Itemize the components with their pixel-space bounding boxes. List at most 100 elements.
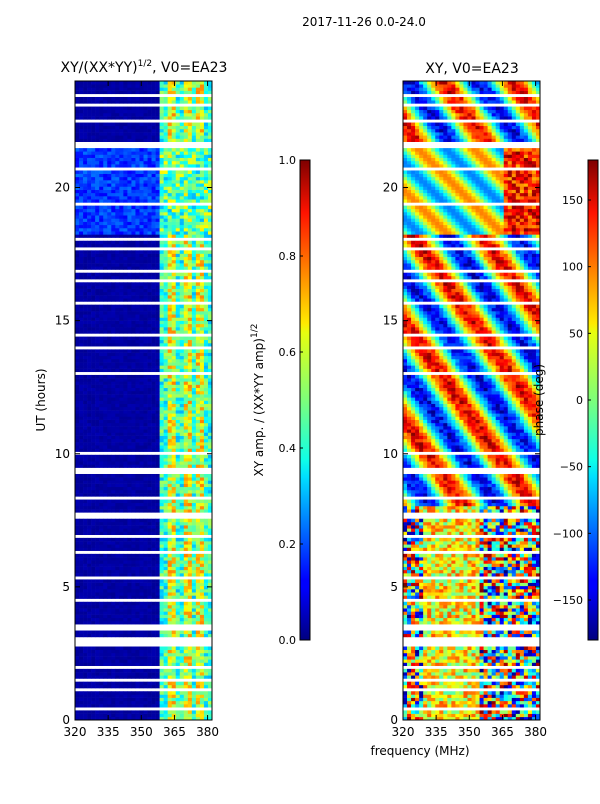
amp-cell (175, 563, 181, 567)
amp-cell (139, 240, 144, 245)
amp-cell (107, 272, 112, 277)
amp-cell (103, 199, 108, 203)
amp-cell (103, 227, 108, 232)
amp-cell (139, 563, 144, 567)
amp-cell (107, 541, 112, 545)
amp-cell (151, 656, 156, 660)
amp-cell (175, 263, 181, 267)
amp-cell (135, 189, 140, 194)
amp-cell (179, 327, 185, 331)
amp-cell (187, 224, 193, 229)
amp-cell (131, 231, 136, 235)
amp-cell (115, 199, 120, 203)
amp-cell (139, 183, 144, 187)
amp-cell (123, 509, 128, 513)
amp-cell (199, 365, 205, 369)
amp-cell (107, 445, 112, 449)
amp-cell (127, 493, 132, 497)
amp-cell (111, 448, 116, 452)
amp-cell (207, 327, 213, 331)
amp-cell (195, 630, 201, 635)
amp-cell (195, 176, 201, 181)
amp-cell (159, 311, 164, 315)
amp-cell (191, 438, 197, 443)
amp-cell (151, 601, 156, 606)
amp-cell (171, 528, 177, 532)
amp-cell (75, 384, 80, 389)
amp-cell (127, 569, 132, 574)
amp-cell (167, 604, 173, 609)
amp-cell (79, 208, 84, 213)
amp-cell (107, 192, 112, 197)
amp-cell (79, 681, 84, 686)
amp-cell (127, 419, 132, 424)
amp-cell (91, 521, 96, 526)
amp-cell (87, 566, 92, 571)
amp-cell (131, 410, 136, 414)
amp-cell (143, 394, 148, 398)
amp-cell (123, 275, 128, 280)
amp-cell (187, 422, 193, 427)
amp-cell (75, 381, 80, 385)
amp-cell (143, 192, 148, 197)
amp-cell (167, 691, 173, 695)
amp-cell (139, 691, 144, 695)
amp-cell (199, 307, 205, 312)
amp-cell (139, 205, 144, 210)
amp-cell (175, 716, 181, 721)
amp-cell (183, 547, 189, 551)
amp-cell (139, 633, 144, 638)
amp-cell (87, 502, 92, 507)
amp-cell (151, 675, 156, 679)
amp-cell (111, 525, 116, 529)
amp-cell (119, 566, 124, 571)
amp-cell (107, 336, 112, 341)
amp-cell (131, 403, 136, 408)
amp-cell (203, 422, 209, 427)
amp-cell (95, 704, 100, 708)
amp-cell (131, 275, 136, 280)
amp-cell (119, 681, 124, 686)
amp-cell (115, 531, 120, 535)
amp-cell (135, 480, 140, 484)
amp-cell (75, 170, 80, 174)
amp-cell (151, 243, 156, 248)
amp-cell (155, 227, 160, 232)
amp-cell (103, 684, 108, 689)
amp-cell (123, 697, 128, 702)
amp-cell (163, 218, 168, 222)
amp-cell (183, 374, 189, 379)
amp-cell (91, 390, 96, 395)
amp-cell (175, 339, 181, 344)
amp-cell (131, 585, 136, 590)
amp-cell (91, 426, 96, 430)
amp-cell (183, 560, 189, 564)
amp-cell (95, 291, 100, 296)
amp-cell (175, 330, 181, 334)
amp-cell (83, 620, 88, 625)
amp-cell (207, 192, 213, 197)
amp-cell (179, 483, 185, 488)
amp-cell (123, 604, 128, 609)
amp-cell (191, 164, 197, 168)
amp-cell (103, 192, 108, 197)
amp-cell (135, 573, 140, 577)
amp-cell (187, 589, 193, 593)
amp-cell (187, 330, 193, 334)
amp-cell (163, 231, 168, 235)
amp-cell (123, 563, 128, 567)
amp-cell (151, 505, 156, 510)
amp-cell (207, 342, 213, 347)
amp-cell (171, 243, 177, 248)
amp-cell (195, 694, 201, 698)
amp-cell (99, 189, 104, 194)
amp-cell (103, 458, 108, 462)
amp-cell (207, 365, 213, 369)
amp-cell (111, 604, 116, 609)
amp-cell (99, 681, 104, 686)
amp-cell (191, 477, 197, 481)
amp-cell (87, 442, 92, 446)
amp-cell (175, 579, 181, 583)
amp-cell (159, 378, 164, 382)
amp-cell (123, 378, 128, 382)
